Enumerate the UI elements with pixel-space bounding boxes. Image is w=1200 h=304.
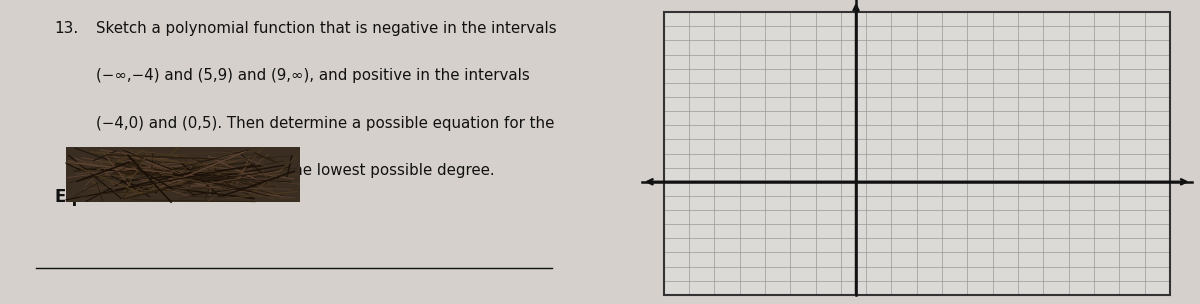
Bar	[664, 12, 1170, 295]
Text: polynomial function with the lowest possible degree.: polynomial function with the lowest poss…	[96, 163, 494, 178]
Text: 13.: 13.	[54, 21, 78, 36]
Text: Sketch a polynomial function that is negative in the intervals: Sketch a polynomial function that is neg…	[96, 21, 557, 36]
Text: Equation:: Equation:	[54, 188, 144, 206]
Bar	[664, 12, 1170, 295]
Text: (−∞,−4) and (5,9) and (9,∞), and positive in the intervals: (−∞,−4) and (5,9) and (9,∞), and positiv…	[96, 68, 529, 83]
Bar	[66, 147, 300, 202]
Text: (−4,0) and (0,5). Then determine a possible equation for the: (−4,0) and (0,5). Then determine a possi…	[96, 116, 554, 130]
